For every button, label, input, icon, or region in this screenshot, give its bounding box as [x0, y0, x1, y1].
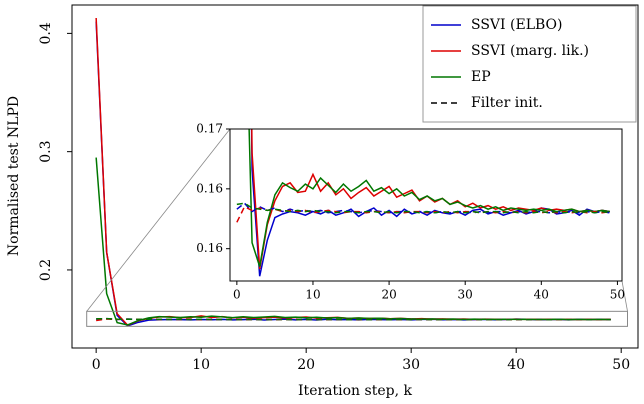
inset-y-tick-label: 0.17	[196, 122, 223, 136]
inset-x-tick-label: 0	[233, 288, 241, 302]
y-axis-label: Normalised test NLPD	[6, 96, 22, 256]
inset-x-tick-label: 20	[381, 288, 396, 302]
x-tick-label: 20	[297, 357, 315, 373]
filter-init-line	[236, 205, 610, 223]
filter-init-line	[96, 317, 611, 321]
inset-frame	[229, 128, 623, 282]
zoom-box	[86, 310, 628, 327]
plot-area	[95, 17, 611, 327]
zoom-connector	[621, 280, 628, 312]
inset-x-tick-label: 10	[305, 288, 320, 302]
zoom-connector	[86, 128, 231, 312]
inset-x-tick-label: 50	[610, 288, 625, 302]
filter-init-line	[236, 202, 610, 214]
x-tick-label: 40	[507, 357, 525, 373]
series-line	[248, 129, 610, 267]
legend-label: SSVI (marg. lik.)	[471, 43, 589, 59]
legend-label: Filter init.	[471, 95, 543, 111]
y-tick-label: 0.3	[38, 141, 54, 163]
x-tick-label: 10	[192, 357, 210, 373]
series-line	[95, 157, 611, 326]
y-tick-label: 0.4	[38, 22, 54, 44]
x-tick-label: 30	[402, 357, 420, 373]
x-tick-label: 0	[92, 357, 101, 373]
inset-y-tick-label: 0.16	[196, 181, 223, 195]
y-tick-label: 0.2	[38, 259, 54, 281]
legend-label: SSVI (ELBO)	[471, 17, 563, 33]
inset-x-tick-label: 30	[458, 288, 473, 302]
inset-background	[230, 129, 622, 281]
legend-label: EP	[471, 69, 491, 85]
x-tick-label: 50	[612, 357, 630, 373]
inset-plot-area	[236, 129, 610, 277]
x-axis-label: Iteration step, k	[298, 383, 412, 399]
axes-frame	[71, 4, 639, 349]
inset-x-tick-label: 40	[534, 288, 549, 302]
inset-y-tick-label: 0.16	[196, 241, 223, 255]
